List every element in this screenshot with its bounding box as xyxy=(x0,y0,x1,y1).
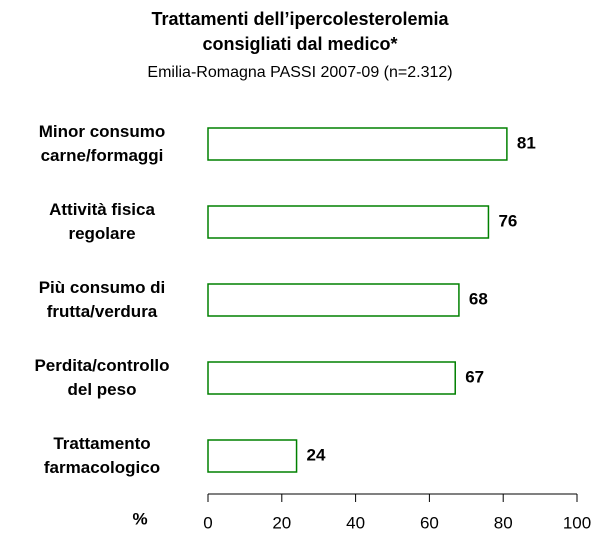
bar xyxy=(207,127,508,161)
bar xyxy=(207,361,456,395)
bar xyxy=(207,439,298,473)
value-label: 68 xyxy=(469,289,488,308)
x-axis-label: % xyxy=(132,509,147,528)
x-tick-label: 80 xyxy=(494,513,513,532)
category-label: Più consumo di frutta/verdura xyxy=(38,278,166,321)
bar xyxy=(207,283,460,317)
bar xyxy=(207,205,490,239)
x-tick-label: 0 xyxy=(203,513,212,532)
chart-subtitle: Emilia-Romagna PASSI 2007-09 (n=2.312) xyxy=(147,64,452,81)
x-tick-label: 20 xyxy=(272,513,291,532)
value-label: 76 xyxy=(498,211,517,230)
x-tick-label: 60 xyxy=(420,513,439,532)
x-tick-label: 100 xyxy=(563,513,591,532)
chart-title-line: consigliati dal medico* xyxy=(202,34,397,54)
value-label: 81 xyxy=(517,133,536,152)
category-label: Perdita/controllo del peso xyxy=(34,356,170,399)
category-label: Trattamento farmacologico xyxy=(43,434,161,477)
chart-title-line: Trattamenti dell’ipercolesterolemia xyxy=(151,9,449,29)
value-label: 24 xyxy=(307,445,326,464)
value-label: 67 xyxy=(465,367,484,386)
category-label: Minor consumo carne/formaggi xyxy=(38,122,166,165)
x-tick-label: 40 xyxy=(346,513,365,532)
category-label: Attività fisica regolare xyxy=(49,200,155,243)
